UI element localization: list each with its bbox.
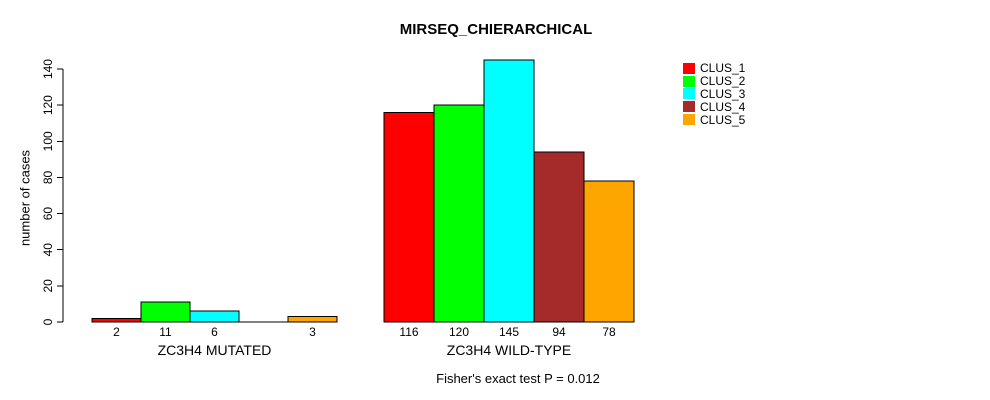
legend-label: CLUS_3	[700, 87, 746, 101]
y-axis-tick-label: 80	[41, 170, 55, 184]
group-label: ZC3H4 MUTATED	[158, 342, 272, 358]
bar-value-label: 78	[602, 325, 616, 339]
y-axis-tick-label: 60	[41, 207, 55, 221]
chart-title: MIRSEQ_CHIERARCHICAL	[399, 21, 593, 38]
legend-item-clus_1: CLUS_1	[683, 61, 746, 76]
legend-item-clus_4: CLUS_4	[683, 99, 746, 114]
fisher-test-annotation: Fisher's exact test P = 0.012	[436, 371, 600, 386]
legend-item-clus_3: CLUS_3	[683, 87, 746, 101]
legend-label: CLUS_2	[700, 74, 746, 89]
legend-swatch-clus_3	[683, 88, 695, 100]
bar-clus_5-group2	[583, 180, 635, 323]
bar-clus_2-group1	[140, 301, 191, 323]
legend-swatch-clus_2	[683, 75, 695, 87]
bar-value-label: 116	[399, 325, 418, 339]
bar-clus_3-group1	[189, 310, 240, 323]
bar-value-label: 94	[552, 325, 566, 339]
legend-swatch-clus_1	[683, 62, 695, 74]
bar-clus_5-group1	[287, 316, 338, 323]
bar-clus_1-group1	[91, 317, 142, 323]
y-axis-tick-label: 20	[41, 279, 55, 293]
legend-swatch-clus_5	[683, 114, 695, 126]
legend: CLUS_1 CLUS_2 CLUS_3 CLUS_4 CLUS_5	[683, 61, 746, 127]
bar-clus_4-group2	[533, 151, 585, 323]
legend-item-clus_2: CLUS_2	[683, 74, 746, 89]
y-axis-tick-label: 140	[41, 59, 55, 79]
group-label: ZC3H4 WILD-TYPE	[447, 342, 571, 358]
y-axis-tick-label: 0	[41, 318, 55, 325]
y-axis-tick-label: 100	[41, 131, 55, 151]
bar-value-label: 3	[309, 325, 316, 339]
legend-swatch-clus_4	[683, 101, 695, 113]
legend-item-clus_5: CLUS_5	[683, 112, 746, 127]
y-axis-tick-label: 120	[41, 95, 55, 115]
bar-clus_2-group2	[433, 104, 485, 323]
bar-clus_3-group2	[483, 59, 535, 323]
bar-value-label: 11	[159, 325, 172, 339]
y-axis-tick-label: 40	[41, 243, 55, 257]
legend-label: CLUS_1	[700, 61, 746, 76]
bar-clus_1-group2	[383, 111, 435, 323]
bar-value-label: 6	[211, 325, 218, 339]
bar-value-label: 145	[499, 325, 519, 339]
legend-label: CLUS_5	[700, 112, 746, 127]
bar-value-label: 2	[113, 325, 120, 339]
bar-value-label: 120	[449, 325, 469, 339]
legend-label: CLUS_4	[700, 99, 746, 114]
